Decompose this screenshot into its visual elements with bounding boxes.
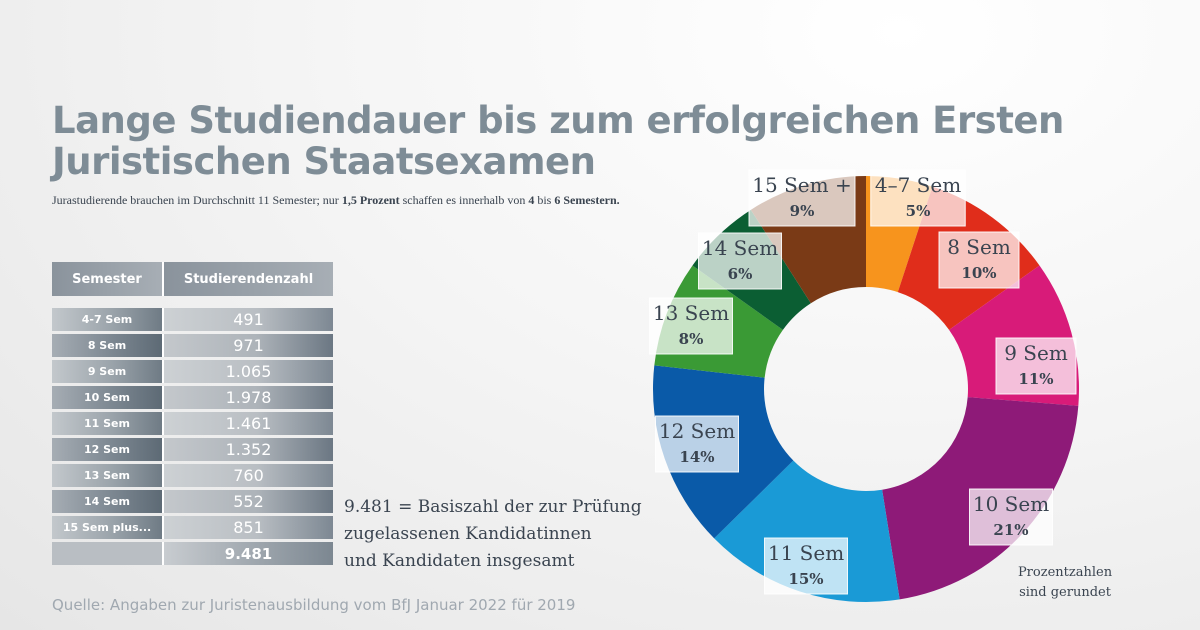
rounding-note: Prozentzahlen sind gerundet [995, 563, 1135, 603]
donut-label-box [698, 232, 782, 290]
donut-label-percent: 8% [679, 330, 704, 348]
basis-line-3: und Kandidaten insgesamt [344, 551, 575, 571]
table-header-semester: Semester [52, 262, 164, 296]
table-cell-count: 971 [164, 334, 333, 357]
table-cell-semester: 13 Sem [52, 464, 164, 487]
donut-label-box [655, 415, 739, 473]
donut-label-box [870, 169, 966, 227]
table-cell-semester: 9 Sem [52, 360, 164, 383]
donut-label-category: 12 Sem [659, 419, 735, 443]
table-cell-count: 552 [164, 490, 333, 513]
subtitle-text: schaffen es innerhalb von [399, 193, 529, 207]
donut-labels: 4–7 Sem 5% 8 Sem 10% 9 Sem 11% 10 Sem 21% 11 Sem… [649, 169, 1077, 595]
donut-label-box [764, 537, 848, 595]
chart-title: Lange Studiendauer bis zum erfolgreichen… [52, 99, 1064, 183]
table-cell-count: 760 [164, 464, 333, 487]
table-cell-semester: 14 Sem [52, 490, 164, 513]
donut-label: 8 Sem 10% [938, 231, 1020, 289]
subtitle-emphasis: 6 Semestern. [554, 193, 620, 207]
table-total-row: 9.481 [52, 542, 333, 565]
title-line-1: Lange Studiendauer bis zum erfolgreichen… [52, 99, 1064, 142]
donut-slice [714, 460, 900, 602]
donut-label: 14 Sem 6% [698, 232, 782, 290]
table-row: 13 Sem 760 [52, 464, 333, 487]
table-cell-count: 1.065 [164, 360, 333, 383]
donut-label-category: 8 Sem [947, 235, 1011, 259]
donut-label-box [969, 488, 1053, 546]
donut-label-percent: 10% [961, 264, 996, 282]
table-cell-count: 491 [164, 308, 333, 331]
donut-label: 13 Sem 8% [649, 297, 733, 355]
table-row: 11 Sem 1.461 [52, 412, 333, 435]
donut-label: 11 Sem 15% [764, 537, 848, 595]
subtitle-emphasis: 1,5 Prozent [341, 193, 400, 207]
table-cell-semester: 4-7 Sem [52, 308, 164, 331]
data-table: Semester Studierendenzahl 4-7 Sem 491 8 S… [52, 259, 333, 568]
rounding-note-line-2: sind gerundet [1019, 585, 1111, 600]
table-cell-semester: 12 Sem [52, 438, 164, 461]
donut-label: 10 Sem 21% [969, 488, 1053, 546]
table-cell-semester: 10 Sem [52, 386, 164, 409]
table-cell-semester: 15 Sem plus... [52, 516, 164, 539]
donut-label-percent: 14% [679, 448, 714, 466]
subtitle-text: bis [534, 193, 555, 207]
donut-label-category: 15 Sem + [752, 173, 851, 197]
donut-label-percent: 5% [906, 202, 931, 220]
donut-label-box [748, 169, 856, 227]
donut-label-box [649, 297, 733, 355]
basis-note: 9.481 = Basiszahl der zur Prüfung zugela… [344, 494, 664, 575]
donut-label: 9 Sem 11% [995, 337, 1077, 395]
donut-label-category: 4–7 Sem [875, 173, 961, 197]
table-total-value: 9.481 [164, 542, 333, 565]
rounding-note-line-1: Prozentzahlen [1017, 565, 1113, 580]
table-row: 4-7 Sem 491 [52, 308, 333, 331]
basis-line-2: zugelassenen Kandidatinnen [344, 524, 592, 544]
table-row: 14 Sem 552 [52, 490, 333, 513]
donut-label-box [995, 337, 1077, 395]
chart-subtitle: Jurastudierende brauchen im Durchschnitt… [52, 193, 752, 208]
donut-label-category: 11 Sem [768, 541, 844, 565]
donut-label: 4–7 Sem 5% [870, 169, 966, 227]
table-cell-semester: 11 Sem [52, 412, 164, 435]
table-row: 15 Sem plus... 851 [52, 516, 333, 539]
table-row: 10 Sem 1.978 [52, 386, 333, 409]
donut-label-percent: 6% [728, 265, 753, 283]
table-row: 12 Sem 1.352 [52, 438, 333, 461]
table-cell-semester: 8 Sem [52, 334, 164, 357]
subtitle-text: Jurastudierende brauchen im Durchschnitt… [52, 193, 342, 207]
donut-label-percent: 9% [790, 202, 815, 220]
donut-label-box [938, 231, 1020, 289]
table-row: 8 Sem 971 [52, 334, 333, 357]
table-cell-count: 1.352 [164, 438, 333, 461]
basis-line-1: 9.481 = Basiszahl der zur Prüfung [344, 497, 642, 517]
donut-label-percent: 11% [1018, 370, 1053, 388]
donut-label-percent: 21% [993, 521, 1028, 539]
table-row: 9 Sem 1.065 [52, 360, 333, 383]
table-cell-count: 1.978 [164, 386, 333, 409]
donut-label-category: 14 Sem [702, 236, 778, 260]
donut-label-percent: 15% [788, 570, 823, 588]
subtitle-emphasis: 4 [528, 193, 535, 207]
donut-label-category: 9 Sem [1004, 341, 1068, 365]
title-line-2: Juristischen Staatsexamen [52, 140, 596, 183]
donut-label-category: 13 Sem [653, 301, 729, 325]
donut-label-category: 10 Sem [973, 492, 1049, 516]
source-note: Quelle: Angaben zur Juristenausbildung v… [52, 596, 576, 614]
table-cell-count: 1.461 [164, 412, 333, 435]
donut-label: 12 Sem 14% [655, 415, 739, 473]
table-total-label [52, 542, 164, 565]
table-cell-count: 851 [164, 516, 333, 539]
table-header-count: Studierendenzahl [164, 262, 333, 296]
donut-label: 15 Sem + 9% [748, 169, 856, 227]
